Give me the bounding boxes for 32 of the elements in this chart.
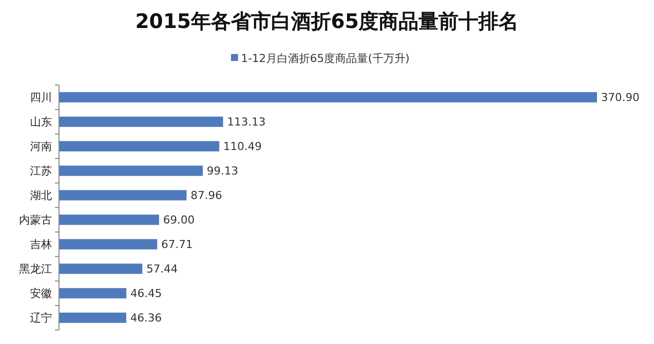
y-tick-label: 河南 xyxy=(30,140,52,154)
y-tick-label: 安徽 xyxy=(30,287,52,300)
y-tick-label: 辽宁 xyxy=(30,312,52,325)
data-label: 110.49 xyxy=(223,140,262,154)
bar xyxy=(59,264,142,274)
data-label: 69.00 xyxy=(163,214,195,227)
data-label: 46.36 xyxy=(130,312,162,325)
y-tick-label: 黑龙江 xyxy=(19,262,52,276)
y-tick-label: 吉林 xyxy=(30,238,52,252)
data-label: 87.96 xyxy=(190,189,222,202)
data-label: 67.71 xyxy=(161,238,193,252)
y-tick-label: 湖北 xyxy=(30,189,52,202)
data-label: 370.90 xyxy=(601,91,640,104)
bar xyxy=(59,141,220,152)
y-tick-label: 山东 xyxy=(30,116,52,129)
data-label: 57.44 xyxy=(146,262,178,276)
bar xyxy=(59,190,187,200)
chart-title: 2015年各省市白酒折65度商品量前十排名 xyxy=(135,9,519,33)
data-label: 113.13 xyxy=(227,116,266,129)
bar xyxy=(59,239,158,250)
data-label: 46.45 xyxy=(130,287,162,300)
bar xyxy=(59,312,126,323)
bar xyxy=(59,288,126,298)
bar xyxy=(59,92,597,102)
data-label: 99.13 xyxy=(206,164,238,178)
y-tick-label: 内蒙古 xyxy=(19,214,52,227)
bar xyxy=(59,214,160,225)
bar xyxy=(59,166,203,176)
legend-label: 1-12月白酒折65度商品量(千万升) xyxy=(241,52,410,65)
bar xyxy=(59,116,224,127)
y-tick-label: 江苏 xyxy=(30,164,52,178)
y-tick-label: 四川 xyxy=(30,91,52,104)
